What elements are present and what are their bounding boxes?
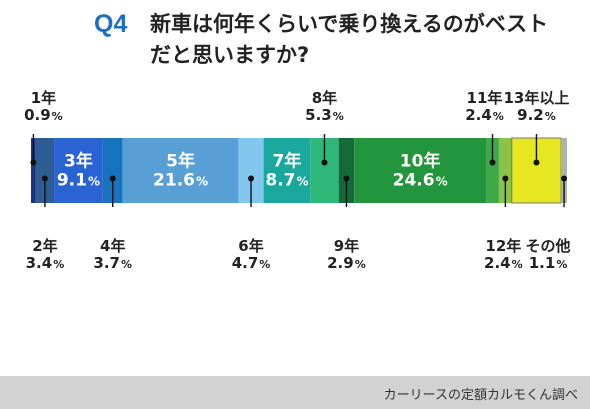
bar-segment-9 bbox=[354, 138, 487, 203]
marker-dot-10 bbox=[489, 159, 496, 166]
segment-label-10-name: 11年 bbox=[467, 89, 503, 107]
segment-label-7-name: 8年 bbox=[312, 89, 337, 107]
segment-label-2-name: 3年 bbox=[64, 151, 93, 172]
segment-label-3-name: 4年 bbox=[100, 237, 125, 255]
marker-dot-7 bbox=[321, 159, 328, 166]
segment-label-2-value: 9.1% bbox=[57, 171, 100, 191]
segment-label-13-name: その他 bbox=[526, 237, 571, 255]
bar-segment-13 bbox=[561, 138, 567, 203]
segment-label-0-name: 1年 bbox=[31, 89, 56, 107]
segment-label-7-value: 5.3% bbox=[305, 106, 344, 124]
segment-label-9-name: 10年 bbox=[400, 151, 441, 172]
segment-label-0-value: 0.9% bbox=[24, 106, 63, 124]
stacked-bar-chart: 1年0.9%2年3.4%3年9.1%4年3.7%5年21.6%6年4.7%7年8… bbox=[24, 89, 571, 272]
bar-segment-6 bbox=[263, 138, 311, 203]
marker-dot-8 bbox=[343, 175, 350, 182]
bar-segment-4 bbox=[122, 138, 239, 203]
segment-label-5-value: 4.7% bbox=[232, 254, 271, 272]
segment-label-11-name: 12年 bbox=[485, 237, 521, 255]
marker-dot-5 bbox=[248, 175, 255, 182]
bar-segment-2 bbox=[54, 138, 103, 203]
segment-label-1-name: 2年 bbox=[32, 237, 57, 255]
segment-label-6-value: 8.7% bbox=[265, 171, 308, 191]
bar-segment-0 bbox=[31, 138, 36, 203]
segment-label-8-name: 9年 bbox=[334, 237, 359, 255]
segment-label-10-value: 2.4% bbox=[465, 106, 504, 124]
question-title: 新車は何年くらいで乗り換えるのがベストだと思いますか? bbox=[150, 12, 549, 67]
bar-segment-11 bbox=[498, 138, 512, 203]
question-number: Q4 bbox=[94, 10, 128, 38]
segment-label-4-value: 21.6% bbox=[153, 171, 208, 191]
source-note: カーリースの定額カルモくん調べ bbox=[383, 388, 578, 403]
chart-header: Q4 新車は何年くらいで乗り換えるのがベストだと思いますか? bbox=[0, 0, 590, 80]
segment-label-12-value: 9.2% bbox=[517, 106, 556, 124]
marker-dot-12 bbox=[533, 159, 540, 166]
segment-label-9-value: 24.6% bbox=[393, 171, 448, 191]
segment-label-5-name: 6年 bbox=[238, 237, 263, 255]
segment-label-6-name: 7年 bbox=[273, 151, 302, 172]
bar-segment-10 bbox=[486, 138, 499, 203]
marker-dot-3 bbox=[109, 175, 116, 182]
bar-segment-3 bbox=[102, 138, 123, 203]
marker-dot-1 bbox=[41, 175, 48, 182]
segment-label-11-value: 2.4% bbox=[484, 254, 523, 272]
bar-segment-1 bbox=[35, 138, 55, 203]
bar-segment-8 bbox=[338, 138, 355, 203]
segment-label-8-value: 2.9% bbox=[327, 254, 366, 272]
marker-dot-13 bbox=[561, 175, 568, 182]
segment-label-12-name: 13年以上 bbox=[504, 89, 570, 107]
segment-label-1-value: 3.4% bbox=[26, 254, 65, 272]
footer-band: カーリースの定額カルモくん調べ bbox=[0, 376, 590, 409]
segment-label-3-value: 3.7% bbox=[93, 254, 132, 272]
marker-dot-0 bbox=[30, 159, 37, 166]
segment-label-4-name: 5年 bbox=[166, 151, 195, 172]
segment-label-13-value: 1.1% bbox=[529, 254, 568, 272]
marker-dot-11 bbox=[502, 175, 509, 182]
